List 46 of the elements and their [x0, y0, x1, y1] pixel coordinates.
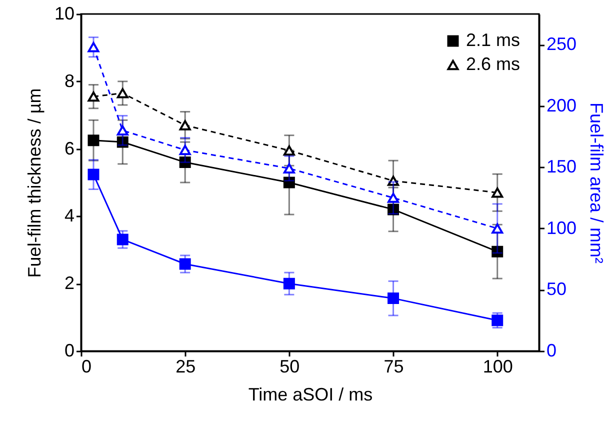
y2-tick-label: 150 [546, 156, 577, 177]
y-tick-label: 0 [64, 340, 74, 360]
y2-tick-label: 100 [546, 218, 577, 238]
y-tick-label: 6 [64, 138, 74, 158]
legend-label: 2.6 ms [466, 54, 520, 74]
point [492, 223, 504, 234]
point [116, 88, 128, 98]
point [492, 246, 504, 258]
point [388, 292, 400, 304]
point [179, 120, 191, 130]
y2-tick-label: 200 [546, 95, 577, 116]
point [88, 168, 100, 180]
point [88, 42, 100, 52]
legend-label: 2.1 ms [466, 30, 520, 50]
point [116, 125, 128, 136]
point [283, 278, 295, 290]
y-axis-title: Fuel-film thickness / µm [24, 88, 44, 278]
y-tick-label: 2 [64, 273, 74, 294]
point [283, 145, 295, 156]
y-tick-label: 10 [54, 4, 74, 24]
point [179, 156, 191, 168]
point [283, 176, 295, 188]
point [116, 136, 128, 148]
y2-axis-title: Fuel-film area / mm² [586, 102, 607, 264]
x-tick-label: 0 [82, 356, 92, 376]
x-tick-label: 25 [176, 356, 196, 376]
point [492, 188, 504, 198]
y2-tick-label: 0 [546, 340, 557, 360]
y2-tick-label: 250 [546, 34, 577, 54]
point [388, 204, 400, 216]
x-tick-label: 50 [280, 356, 300, 376]
x-axis-title: Time aSOI / ms [248, 384, 373, 404]
point [492, 314, 504, 326]
y-tick-label: 8 [64, 70, 74, 91]
point [179, 144, 191, 156]
point [388, 176, 400, 186]
point [116, 234, 128, 246]
x-tick-label: 75 [384, 356, 404, 376]
x-tick-label: 100 [482, 356, 513, 376]
point [88, 91, 100, 102]
point [388, 192, 400, 203]
y2-tick-label: 50 [546, 279, 567, 300]
point [88, 134, 100, 146]
point [179, 258, 191, 270]
y-tick-label: 4 [64, 206, 74, 226]
point [283, 163, 295, 174]
